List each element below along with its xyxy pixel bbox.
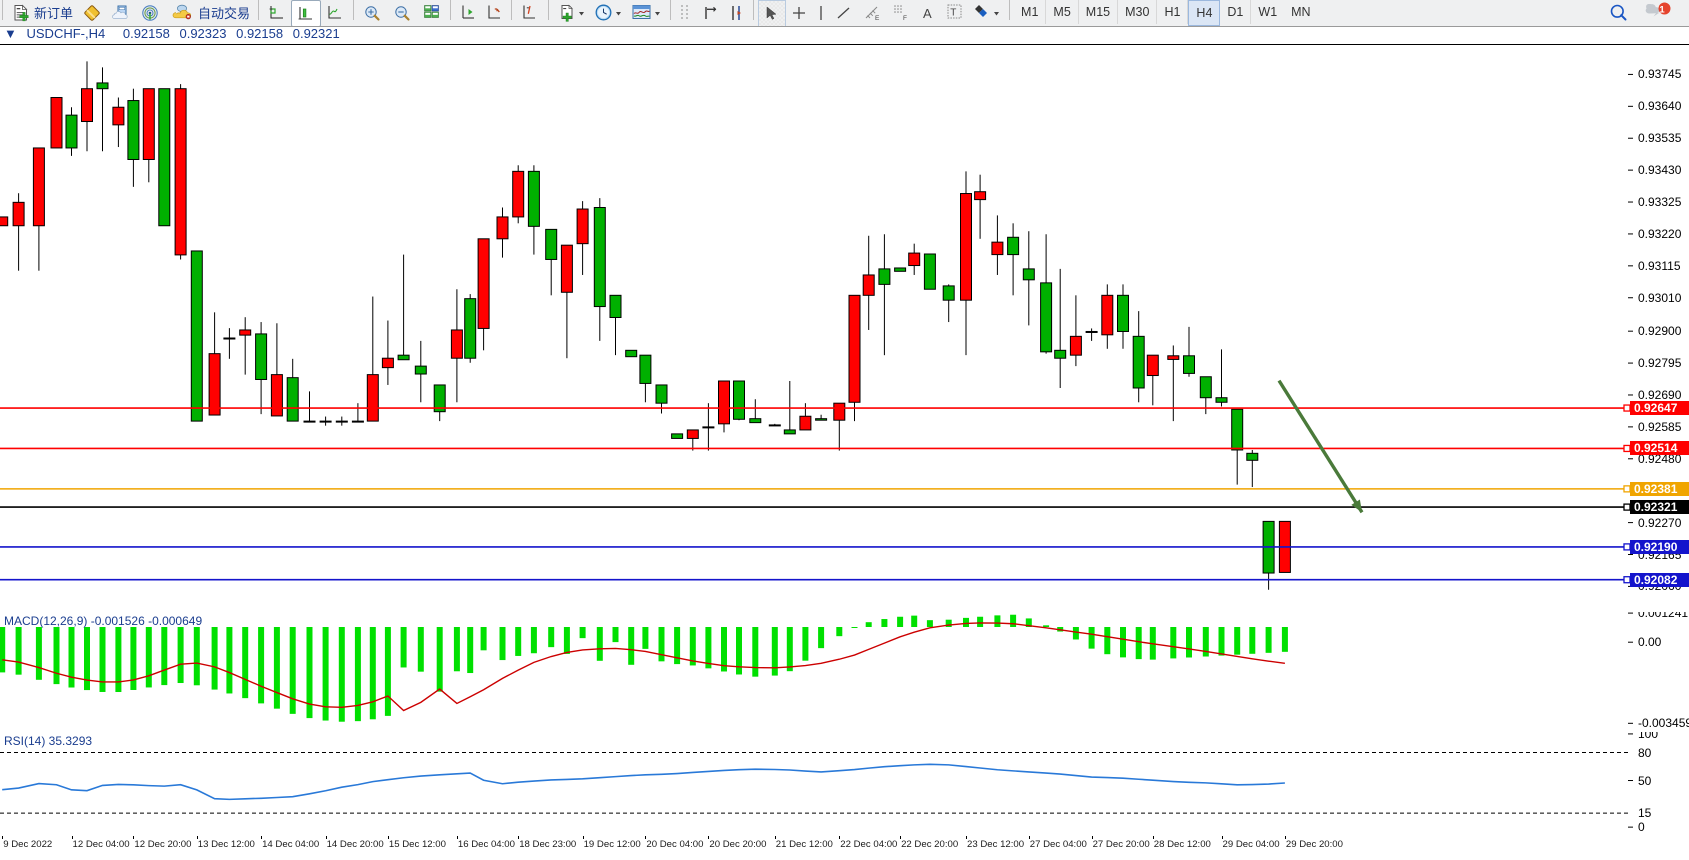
svg-text:A: A: [923, 6, 932, 21]
svg-text:T: T: [950, 7, 956, 18]
svg-text:F: F: [903, 15, 907, 22]
svg-text:1: 1: [1659, 5, 1665, 16]
svg-text:E: E: [875, 15, 880, 22]
